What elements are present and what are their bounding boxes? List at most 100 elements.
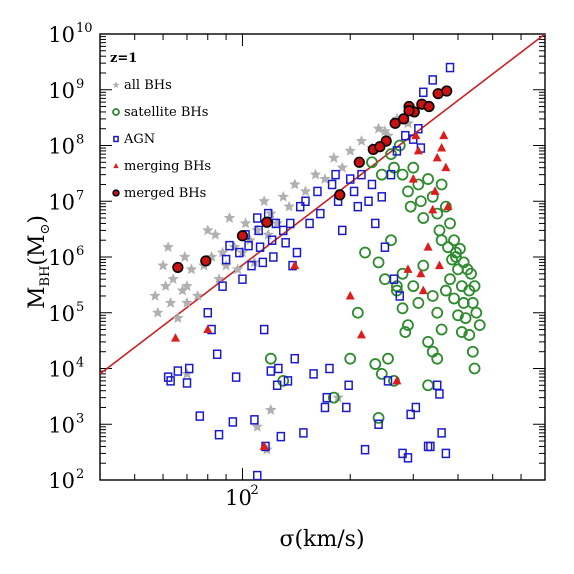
merged-bh-dot [334,189,346,201]
agn-square [322,392,332,403]
y-axis-label: MBH(M⊙) [25,215,53,309]
agn-square [182,378,192,388]
satellite-bh-circle [448,234,460,247]
satellite-bh-circle [450,246,462,259]
all-bh-star [372,122,385,134]
satellite-bh-circle [459,312,472,325]
satellite-bh-circle [417,259,430,272]
agn-square [271,218,281,229]
agn-square [212,349,222,360]
merging-bh-triangle [356,329,366,339]
satellite-bh-circle [466,297,479,309]
agn-square [345,174,355,184]
agn-square [253,470,262,480]
agn-square [349,186,359,197]
satellite-bh-circle [426,290,439,302]
satellite-bh-circle [369,358,382,370]
satellite-bh-circle [264,352,277,365]
agn-square [411,402,421,413]
agn-square [406,409,415,420]
agn-square [367,179,377,190]
merging-bh-triangle [259,441,269,450]
agn-square [357,169,366,180]
satellite-bh-circle [431,352,444,365]
agn-square [327,179,337,190]
satellite-bh-circle [382,352,394,365]
agn-square [301,196,310,206]
agn-square [392,146,402,156]
satellite-bh-circle [385,148,397,161]
agn-square [274,363,283,374]
satellite-bh-circle [407,161,420,174]
satellite-bh-circle [457,256,470,269]
satellite-bh-circle [344,352,357,365]
agn-square [309,369,318,379]
merged-bh-dot [403,105,415,117]
agn-square [235,247,244,258]
y-tick-label: 10 [48,469,75,493]
legend-label: merged BHs [124,186,206,201]
satellite-bh-circle [375,168,388,181]
satellite-bh-circle [435,178,448,191]
agn-square [228,417,238,427]
all-bh-star [299,185,312,197]
all-bh-star [344,144,356,156]
satellite-bh-circle [454,242,466,255]
agn-square [383,376,393,386]
all-bh-star [336,161,348,173]
y-tick-label: 10 [48,358,75,382]
satellite-bh-circle [385,234,397,247]
merged-bh-dot [261,216,273,228]
all-bh-star [216,246,229,258]
agn-square [255,242,265,252]
merging-bh-triangle [170,333,180,342]
satellite-bh-circle [442,241,454,254]
series-satellite-bhs [264,139,486,424]
satellite-bh-circle [402,185,414,198]
y-tick-label-exponent: 5 [76,300,84,315]
x-tick-label-exponent: 2 [250,483,258,498]
agn-square [386,169,396,180]
satellite-bh-circle [412,178,425,191]
merged-bh-dot [398,113,410,125]
satellite-bh-circle [351,306,364,319]
agn-square [419,87,428,98]
satellite-bh-circle [422,173,434,185]
satellite-bh-circle [435,234,448,247]
all-bh-star [379,125,391,137]
all-bh-star [402,117,414,129]
satellite-bh-circle [379,273,391,286]
satellite-bh-circle [396,168,409,181]
all-bh-star [289,178,301,190]
agn-square [269,252,278,262]
agn-square [320,402,330,413]
y-tick-label: 10 [48,413,75,437]
all-bh-star [202,224,214,236]
satellite-bh-circle [463,329,476,341]
all-bh-star [172,312,184,323]
all-bh-star [152,306,164,318]
merging-bh-triangle [434,260,444,270]
all-bh-star [271,217,283,229]
agn-square [428,75,437,85]
merging-bh-triangle [437,143,447,152]
merged-bh-dot [353,156,365,168]
agn-square [244,240,253,251]
agn-square [401,130,410,141]
merged-bh-dot [441,85,453,97]
y-tick-label: 10 [48,302,75,326]
agn-square [259,324,269,335]
y-tick-label-exponent: 3 [76,411,84,426]
all-bh-star [159,280,172,291]
legend-label: merging BHs [124,159,211,174]
satellite-bh-circle [439,284,452,297]
agn-square [276,431,286,442]
merging-bh-triangle [411,130,421,140]
agn-square [374,419,383,429]
satellite-bh-circle [470,306,483,319]
legend-item: all BHs [112,78,172,93]
merging-bh-triangle [441,162,451,172]
satellite-bh-circle [396,302,409,315]
agn-square [225,240,234,251]
